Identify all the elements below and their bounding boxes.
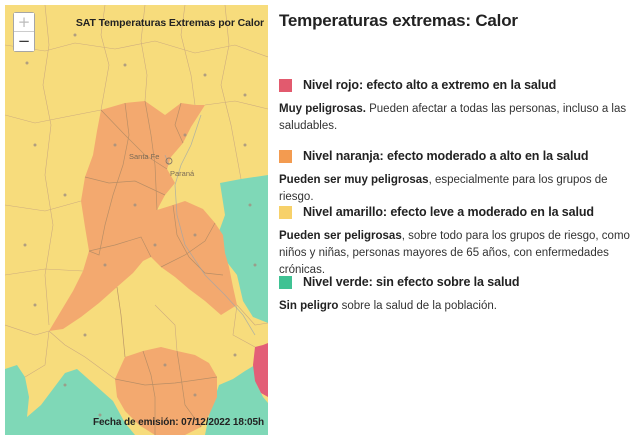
orange-swatch [279, 149, 292, 163]
map-canvas[interactable] [5, 5, 268, 435]
green-zone-southeast [205, 365, 268, 435]
santa-fe-city-marker [165, 157, 173, 165]
rivers [164, 114, 256, 336]
orange-zone-internal-boundaries [84, 100, 224, 435]
level-desc-text: Pueden afectar a todas las personas, inc… [279, 103, 627, 132]
green-zone-east [217, 175, 268, 323]
level-desc-strong: Muy peligrosas. [279, 103, 366, 115]
heat-alert-map[interactable]: + − SAT Temperaturas Extremas por Calor … [5, 5, 268, 435]
level-title: Nivel rojo: efecto alto a extremo en la … [303, 78, 557, 92]
city-dots [23, 33, 257, 417]
panel-title: Temperaturas extremas: Calor [279, 11, 518, 30]
place-label-santa-fe: Santa Fe [129, 152, 160, 161]
emission-date: Fecha de emisión: 07/12/2022 18:05h [92, 417, 264, 428]
level-title: Nivel amarillo: efecto leve a moderado e… [303, 205, 594, 219]
red-swatch [279, 78, 292, 92]
level-amarillo: Nivel amarillo: efecto leve a moderado e… [279, 204, 639, 279]
level-desc-text: sobre la salud de la población. [338, 300, 497, 312]
level-description: Muy peligrosas. Pueden afectar a todas l… [279, 101, 639, 135]
level-desc-strong: Sin peligro [279, 300, 339, 312]
orange-zone-south [115, 347, 217, 435]
level-desc-strong: Pueden ser muy peligrosas [279, 174, 429, 186]
level-rojo: Nivel rojo: efecto alto a extremo en la … [279, 77, 639, 135]
zoom-in-button[interactable]: + [14, 13, 34, 32]
level-description: Sin peligro sobre la salud de la poblaci… [279, 298, 639, 315]
orange-zone-central [49, 101, 237, 331]
level-verde: Nivel verde: sin efecto sobre la salud S… [279, 274, 639, 315]
level-desc-text: , especialmente para los grupos de riesg… [279, 174, 608, 203]
level-desc-strong: Pueden ser peligrosas [279, 230, 402, 242]
zoom-out-button[interactable]: − [14, 32, 34, 51]
level-title: Nivel verde: sin efecto sobre la salud [303, 275, 520, 289]
map-title: SAT Temperaturas Extremas por Calor [75, 17, 264, 29]
level-naranja: Nivel naranja: efecto moderado a alto en… [279, 148, 639, 206]
zoom-control: + − [13, 12, 35, 52]
level-desc-text: , sobre todo para los grupos de riesgo, … [279, 230, 630, 276]
level-description: Pueden ser peligrosas, sobre todo para l… [279, 228, 639, 279]
level-description: Pueden ser muy peligrosas, especialmente… [279, 172, 639, 206]
green-zone-southwest [5, 365, 135, 435]
yellow-swatch [279, 205, 292, 219]
green-swatch [279, 275, 292, 289]
department-boundaries [5, 5, 268, 380]
level-title: Nivel naranja: efecto moderado a alto en… [303, 149, 589, 163]
red-zone [253, 343, 268, 397]
place-label-parana: Paraná [170, 169, 195, 178]
